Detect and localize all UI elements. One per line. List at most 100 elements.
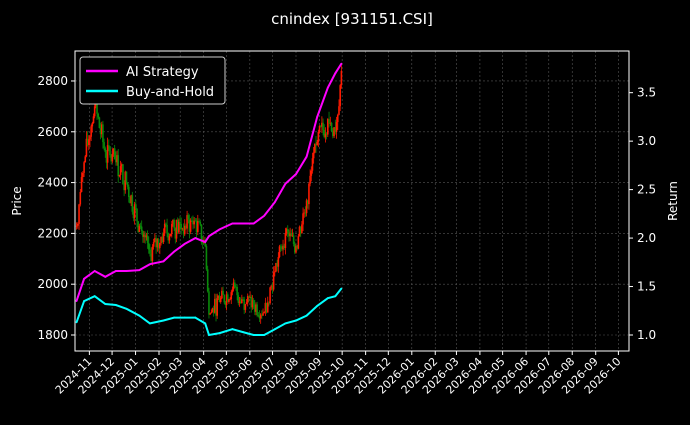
candle-body [180, 224, 183, 230]
candle-body [174, 228, 177, 239]
series-point [194, 316, 197, 319]
candle-body [200, 224, 203, 243]
candle-body [310, 170, 313, 176]
series-point [138, 314, 141, 317]
candle-body [142, 231, 144, 237]
candle-body [333, 127, 335, 137]
candle-body [245, 302, 248, 305]
series-point [173, 316, 176, 319]
y-right-tick-label: 3.5 [637, 86, 656, 100]
candle-body [161, 236, 164, 243]
candle-body [309, 175, 311, 184]
candle-body [231, 289, 234, 293]
y-axis-label: Price [10, 186, 24, 215]
candle-body [92, 116, 95, 124]
candle-body [206, 269, 209, 292]
legend-label-ai-strategy: AI Strategy [126, 65, 199, 80]
candle-body [201, 242, 204, 244]
candle-body [208, 291, 210, 315]
candle-body [314, 143, 316, 153]
series-point [194, 237, 197, 239]
series-point [326, 86, 329, 89]
candle-body [292, 235, 295, 244]
series-point [208, 334, 210, 336]
candle-body [155, 238, 157, 248]
candle-body [298, 226, 301, 237]
candle-body [98, 117, 101, 129]
candle-body [330, 122, 333, 132]
candle-body [237, 295, 240, 303]
candle-body [251, 300, 254, 308]
candle-body [242, 299, 244, 301]
series-point [316, 116, 319, 118]
series-point [204, 241, 207, 243]
candle-body [216, 298, 219, 316]
candle-body [198, 221, 200, 223]
candle-body [90, 126, 92, 137]
candle-body [322, 122, 324, 130]
candle-body [317, 131, 320, 142]
candle-body [325, 133, 328, 135]
candle-body [112, 148, 115, 155]
series-point [231, 222, 234, 225]
candle-body [106, 145, 109, 163]
candle-body [179, 221, 181, 225]
candle-body [243, 299, 245, 310]
series-point [75, 300, 78, 302]
candle-body [329, 122, 332, 124]
candle-body [306, 200, 309, 205]
candle-body [244, 304, 247, 310]
candle-body [122, 164, 124, 185]
candle-body [188, 219, 191, 232]
series-point [340, 287, 343, 290]
candle-body [154, 238, 156, 243]
candle-body [217, 295, 220, 299]
y-right-tick-label: 3.0 [637, 134, 656, 148]
series-point [208, 235, 210, 238]
candle-body [172, 219, 174, 225]
candle-body [296, 246, 298, 249]
candle-body [301, 224, 303, 234]
candle-body [117, 155, 120, 177]
candle-body [295, 246, 297, 253]
candle-body [199, 221, 202, 225]
candle-body [192, 221, 194, 225]
candle-body [104, 148, 107, 153]
candle-body [291, 235, 294, 237]
series-point [83, 277, 85, 280]
candle-body [169, 233, 172, 237]
candle-body [181, 228, 184, 230]
candle-body [224, 302, 227, 305]
candle-body [236, 286, 238, 296]
series-point [162, 319, 165, 322]
candle-body [162, 233, 165, 243]
candle-body [110, 155, 112, 162]
candle-body [263, 312, 266, 314]
candle-body [173, 219, 175, 229]
candle-body [288, 231, 290, 237]
y-tick-label: 1800 [37, 328, 68, 342]
candle-body [120, 164, 123, 167]
candle-body [160, 236, 162, 243]
chart-title: cnindex [931151.CSI] [271, 10, 433, 28]
candle-body [279, 246, 282, 248]
candle-body [183, 225, 186, 235]
candle-body [264, 302, 267, 313]
candle-body [76, 223, 79, 226]
series-point [204, 322, 207, 325]
candle-body [336, 114, 339, 123]
candle-body [282, 245, 284, 250]
candle-body [178, 221, 180, 233]
candle-body [204, 240, 206, 247]
y-right-tick-label: 2.0 [637, 231, 656, 245]
candle-body [109, 146, 111, 156]
candle-body [103, 142, 105, 149]
candle-body [170, 224, 173, 234]
candle-body [233, 282, 236, 287]
candle-body [265, 302, 268, 313]
candle-body [209, 313, 211, 315]
candle-body [115, 158, 117, 163]
candle-body [326, 119, 329, 135]
candle-body [215, 298, 217, 316]
candle-body [321, 122, 323, 127]
